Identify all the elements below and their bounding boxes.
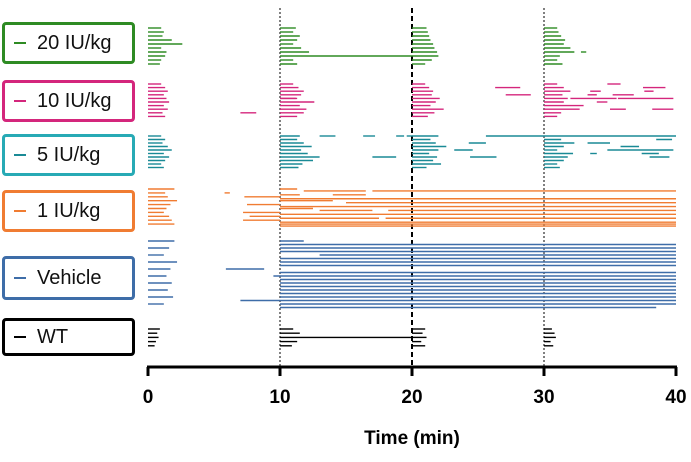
legend-label-wt: WT: [37, 325, 69, 348]
x-tick-label-30: 30: [533, 387, 554, 408]
x-tick-label-20: 20: [401, 387, 422, 408]
legend-vehicle: Vehicle: [2, 256, 135, 300]
injection-reference-lines: [279, 8, 545, 367]
legend-label-1-iu-kg: 1 IU/kg: [37, 199, 101, 222]
legend-swatch-5-iu-kg: [14, 154, 26, 156]
bout-segments: [148, 27, 676, 347]
legend-swatch-20-iu-kg: [14, 42, 26, 44]
legend-swatch-wt: [14, 336, 26, 338]
x-tick-label-10: 10: [269, 387, 290, 408]
legend-swatch-1-iu-kg: [14, 210, 26, 212]
x-axis-title: Time (min): [364, 428, 460, 449]
legend-label-10-iu-kg: 10 IU/kg: [37, 89, 112, 112]
legend-1: 1 IU/kg: [2, 190, 135, 232]
legend-10: 10 IU/kg: [2, 80, 135, 122]
legend-swatch-10-iu-kg: [14, 100, 26, 102]
x-axis: 0 10 20 30 40: [143, 365, 687, 408]
legend-swatch-vehicle: [14, 277, 26, 279]
legend-5: 5 IU/kg: [2, 134, 135, 176]
legend-20: 20 IU/kg: [2, 22, 135, 64]
x-tick-label-0: 0: [143, 387, 154, 408]
legend-wt: WT: [2, 318, 135, 356]
legend-label-vehicle: Vehicle: [37, 266, 102, 289]
legend-label-20-iu-kg: 20 IU/kg: [37, 31, 112, 54]
x-tick-label-40: 40: [665, 387, 686, 408]
legend-label-5-iu-kg: 5 IU/kg: [37, 143, 101, 166]
